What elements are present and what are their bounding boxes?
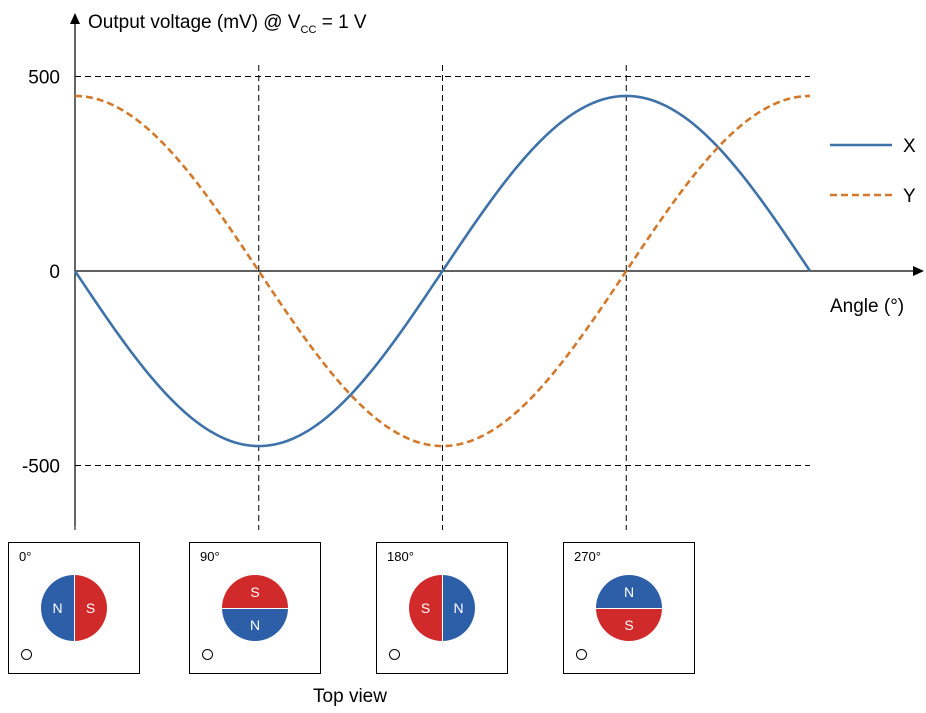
magnet-pole-n: N (222, 608, 288, 641)
y-tick-label: -500 (22, 457, 60, 478)
magnet-pole-n: N (41, 575, 74, 641)
pin1-marker-icon (202, 649, 213, 660)
chart: Output voltage (mV) @ VCC = 1 V 500 0 -500… (22, 12, 924, 530)
y-tick-label: 0 (49, 262, 60, 283)
pin1-marker-icon (21, 649, 32, 660)
top-view-caption: Top view (313, 686, 387, 707)
magnet-panel: 0° N S (8, 542, 140, 674)
y-axis-title: Output voltage (mV) @ VCC = 1 V (88, 12, 367, 36)
grid-lines (74, 65, 810, 530)
y-tick-labels: 500 0 -500 (22, 68, 60, 478)
magnet-pole-s: S (409, 575, 442, 641)
axes (70, 13, 924, 526)
magnet-divider (222, 607, 288, 609)
panel-angle-label: 0° (19, 549, 32, 564)
legend-label-x: X (903, 136, 916, 157)
panel-angle-label: 270° (574, 549, 601, 564)
pin1-marker-icon (576, 649, 587, 660)
panel-angle-label: 90° (200, 549, 220, 564)
pin1-marker-icon (389, 649, 400, 660)
magnet-divider (441, 575, 443, 641)
series-line-x (73, 94, 812, 448)
panel-angle-label: 180° (387, 549, 414, 564)
legend: XY (830, 136, 916, 207)
series-lines (73, 94, 812, 448)
magnet-divider (596, 607, 662, 609)
y-axis-arrow (70, 13, 80, 24)
magnet-pole-n: N (596, 575, 662, 608)
legend-label-y: Y (903, 186, 916, 207)
magnet-pole-s: S (596, 608, 662, 641)
magnet-panel: 270° N S (563, 542, 695, 674)
series-line-y (74, 94, 811, 448)
x-axis-arrow (913, 266, 924, 276)
magnet-pole-n: N (442, 575, 475, 641)
x-axis-title: Angle (°) (830, 296, 904, 317)
y-tick-label: 500 (28, 68, 60, 89)
magnet-pole-s: S (222, 575, 288, 608)
magnet-panel: 90° S N (189, 542, 321, 674)
magnet-divider (73, 575, 75, 641)
magnet-pole-s: S (74, 575, 107, 641)
magnet-panel: 180° S N (376, 542, 508, 674)
